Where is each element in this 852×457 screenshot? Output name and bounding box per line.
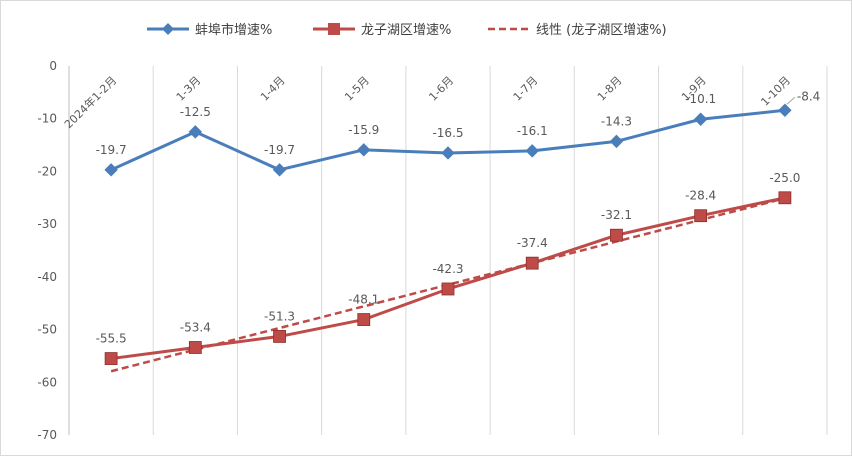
data-point [694, 209, 708, 223]
series-line [110, 108, 786, 172]
y-tick-label: 0 [49, 59, 57, 73]
data-point [693, 112, 708, 126]
data-label: -19.7 [264, 143, 295, 157]
data-point [273, 330, 286, 343]
y-tick-label: -70 [37, 428, 57, 442]
data-point [357, 143, 371, 157]
data-point [525, 144, 539, 158]
data-point [188, 125, 203, 139]
data-point [609, 134, 624, 149]
data-label: -53.4 [180, 320, 211, 334]
data-point [778, 191, 792, 205]
data-label: -14.3 [601, 114, 632, 128]
data-point [441, 146, 455, 160]
category-label: 2024年1-2月 [61, 73, 119, 131]
data-label: -55.5 [96, 332, 127, 346]
legend-label: 龙子湖区增速% [361, 23, 451, 38]
y-tick-label: -50 [37, 323, 57, 337]
data-point [441, 282, 455, 296]
data-label: -16.1 [517, 124, 548, 138]
y-tick-label: -40 [37, 270, 57, 284]
data-label: -25.0 [769, 171, 800, 185]
data-point [778, 103, 792, 117]
data-point [525, 256, 539, 270]
category-label: 1-6月 [426, 74, 456, 104]
data-point [610, 228, 623, 242]
legend-label: 线性 (龙子湖区增速%) [536, 23, 667, 38]
category-label: 1-4月 [258, 74, 288, 104]
y-tick-label: -10 [37, 112, 57, 126]
category-label: 1-5月 [342, 74, 372, 104]
y-tick-label: -20 [37, 164, 57, 178]
data-label: -15.9 [348, 123, 379, 137]
legend-label: 蚌埠市增速% [195, 22, 272, 38]
data-label: -42.3 [432, 262, 463, 276]
category-label: 1-3月 [174, 74, 204, 104]
data-point [272, 163, 287, 177]
label-leader-line [786, 96, 796, 105]
data-point [104, 163, 118, 177]
data-label: -10.1 [685, 92, 716, 106]
data-label: -16.5 [432, 126, 463, 140]
data-label: -8.4 [797, 89, 820, 103]
category-label: 1-7月 [511, 74, 541, 104]
data-label: -19.7 [96, 143, 127, 157]
category-label: 1-8月 [595, 74, 625, 104]
y-tick-label: -30 [37, 217, 57, 231]
legend-marker [162, 23, 174, 35]
data-label: -32.1 [601, 208, 632, 222]
data-label: -48.1 [348, 293, 379, 307]
y-tick-label: -60 [37, 375, 57, 389]
data-label: -28.4 [685, 189, 716, 203]
data-label: -12.5 [180, 105, 211, 119]
data-point [188, 341, 202, 354]
data-label: -51.3 [264, 309, 295, 323]
data-point [104, 352, 118, 365]
series-line [110, 196, 786, 361]
legend-marker [328, 23, 340, 35]
data-point [357, 313, 371, 326]
data-label: -37.4 [517, 236, 548, 250]
